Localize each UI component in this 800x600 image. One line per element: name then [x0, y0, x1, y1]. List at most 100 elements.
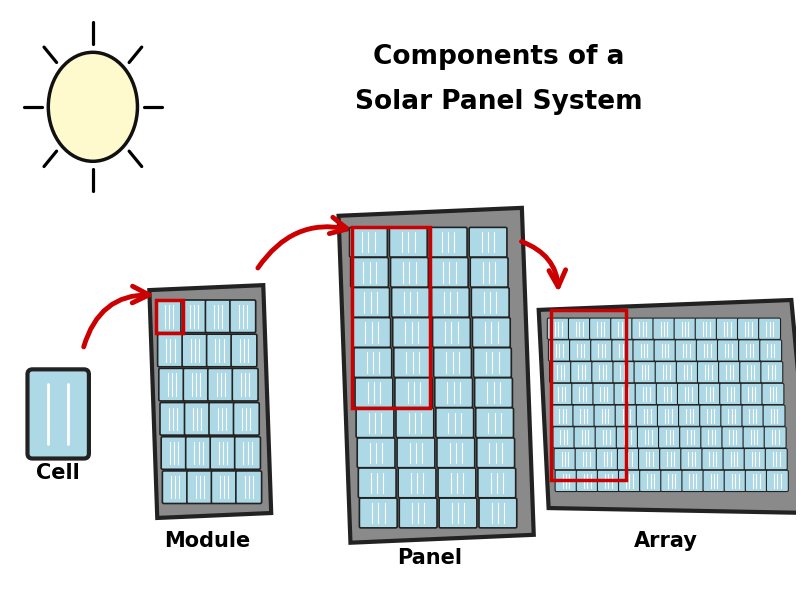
FancyBboxPatch shape — [674, 318, 696, 340]
FancyBboxPatch shape — [655, 362, 677, 383]
FancyBboxPatch shape — [358, 438, 395, 468]
FancyBboxPatch shape — [635, 383, 657, 404]
Text: Cell: Cell — [36, 463, 80, 484]
FancyBboxPatch shape — [573, 405, 595, 427]
FancyBboxPatch shape — [393, 317, 430, 347]
FancyBboxPatch shape — [208, 368, 234, 401]
FancyBboxPatch shape — [399, 498, 437, 528]
FancyBboxPatch shape — [27, 370, 89, 458]
FancyBboxPatch shape — [206, 300, 231, 332]
FancyBboxPatch shape — [359, 498, 397, 528]
FancyBboxPatch shape — [183, 368, 209, 401]
Text: Array: Array — [634, 531, 698, 551]
FancyBboxPatch shape — [476, 408, 514, 437]
FancyBboxPatch shape — [695, 318, 717, 340]
FancyBboxPatch shape — [698, 362, 719, 383]
FancyBboxPatch shape — [392, 287, 430, 317]
FancyBboxPatch shape — [596, 448, 618, 470]
FancyBboxPatch shape — [740, 362, 762, 383]
FancyBboxPatch shape — [595, 427, 617, 448]
FancyBboxPatch shape — [610, 318, 633, 340]
FancyBboxPatch shape — [355, 378, 393, 407]
FancyBboxPatch shape — [187, 471, 213, 503]
FancyBboxPatch shape — [479, 498, 517, 528]
FancyBboxPatch shape — [236, 471, 262, 503]
FancyBboxPatch shape — [678, 405, 701, 427]
FancyBboxPatch shape — [181, 300, 206, 332]
FancyBboxPatch shape — [696, 340, 718, 361]
Bar — [550, 310, 626, 480]
FancyBboxPatch shape — [157, 300, 182, 332]
FancyBboxPatch shape — [760, 340, 782, 361]
FancyBboxPatch shape — [554, 448, 576, 470]
FancyBboxPatch shape — [390, 257, 428, 287]
FancyBboxPatch shape — [162, 471, 188, 503]
FancyBboxPatch shape — [675, 340, 697, 361]
FancyBboxPatch shape — [234, 437, 261, 469]
FancyBboxPatch shape — [570, 362, 593, 383]
FancyBboxPatch shape — [616, 427, 638, 448]
FancyBboxPatch shape — [660, 448, 682, 470]
FancyBboxPatch shape — [160, 403, 186, 435]
FancyBboxPatch shape — [598, 470, 619, 491]
FancyBboxPatch shape — [574, 427, 596, 448]
FancyBboxPatch shape — [430, 227, 467, 257]
FancyBboxPatch shape — [633, 340, 655, 361]
FancyBboxPatch shape — [478, 468, 516, 498]
FancyBboxPatch shape — [234, 403, 259, 435]
Ellipse shape — [48, 52, 138, 161]
FancyBboxPatch shape — [350, 257, 389, 287]
FancyBboxPatch shape — [656, 383, 678, 404]
FancyBboxPatch shape — [550, 383, 573, 404]
FancyBboxPatch shape — [439, 498, 477, 528]
FancyBboxPatch shape — [398, 468, 436, 498]
FancyBboxPatch shape — [436, 408, 474, 437]
FancyBboxPatch shape — [572, 383, 594, 404]
FancyBboxPatch shape — [680, 427, 702, 448]
FancyBboxPatch shape — [358, 468, 396, 498]
FancyBboxPatch shape — [185, 403, 210, 435]
FancyBboxPatch shape — [722, 427, 744, 448]
FancyBboxPatch shape — [430, 257, 468, 287]
FancyBboxPatch shape — [612, 340, 634, 361]
FancyBboxPatch shape — [390, 227, 427, 257]
FancyBboxPatch shape — [434, 378, 473, 407]
FancyBboxPatch shape — [701, 427, 722, 448]
FancyBboxPatch shape — [634, 362, 656, 383]
FancyBboxPatch shape — [394, 347, 431, 377]
FancyBboxPatch shape — [738, 318, 759, 340]
FancyBboxPatch shape — [161, 437, 187, 469]
FancyBboxPatch shape — [721, 405, 742, 427]
FancyBboxPatch shape — [766, 470, 788, 491]
FancyBboxPatch shape — [658, 405, 679, 427]
FancyBboxPatch shape — [640, 470, 662, 491]
FancyBboxPatch shape — [437, 438, 474, 468]
Text: Components of a: Components of a — [374, 44, 625, 70]
FancyBboxPatch shape — [575, 448, 597, 470]
FancyBboxPatch shape — [477, 438, 514, 468]
FancyBboxPatch shape — [718, 340, 739, 361]
FancyBboxPatch shape — [718, 362, 741, 383]
FancyBboxPatch shape — [474, 378, 513, 407]
FancyBboxPatch shape — [618, 470, 641, 491]
Polygon shape — [338, 208, 534, 543]
FancyBboxPatch shape — [395, 378, 433, 407]
FancyBboxPatch shape — [354, 347, 392, 377]
FancyBboxPatch shape — [614, 383, 636, 404]
FancyBboxPatch shape — [211, 471, 237, 503]
FancyBboxPatch shape — [549, 340, 570, 361]
FancyBboxPatch shape — [703, 470, 725, 491]
FancyBboxPatch shape — [716, 318, 738, 340]
FancyBboxPatch shape — [654, 340, 676, 361]
Text: Panel: Panel — [398, 548, 462, 568]
FancyBboxPatch shape — [661, 470, 682, 491]
FancyBboxPatch shape — [232, 368, 258, 401]
FancyBboxPatch shape — [434, 347, 471, 377]
FancyBboxPatch shape — [474, 347, 511, 377]
FancyBboxPatch shape — [766, 448, 787, 470]
FancyBboxPatch shape — [738, 340, 761, 361]
Text: Module: Module — [164, 531, 250, 551]
FancyBboxPatch shape — [547, 318, 570, 340]
FancyBboxPatch shape — [352, 287, 390, 317]
FancyBboxPatch shape — [231, 334, 257, 367]
